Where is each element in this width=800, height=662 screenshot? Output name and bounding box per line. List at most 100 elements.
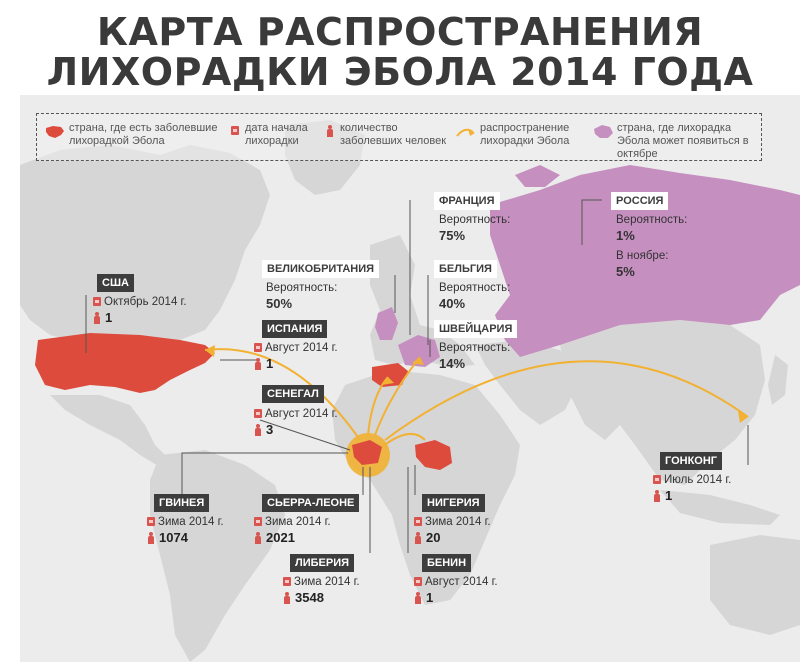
country-label-guinea: ГВИНЕЯ — [154, 494, 210, 512]
date-sierra-leone: Зима 2014 г. — [265, 516, 331, 528]
person-icon — [254, 358, 263, 370]
arrowhead-hongkong — [738, 411, 748, 423]
person-icon — [414, 532, 423, 544]
person-icon — [283, 592, 292, 604]
person-icon — [254, 424, 263, 436]
north-america-north — [20, 145, 270, 345]
australia — [710, 535, 800, 635]
date-senegal: Август 2014 г. — [265, 408, 338, 420]
count-guinea: 1074 — [159, 530, 188, 545]
calendar-icon — [254, 517, 262, 526]
page-title-line-1: КАРТА РАСПРОСТРАНЕНИЯ — [96, 10, 704, 54]
country-label-senegal: СЕНЕГАЛ — [262, 385, 324, 403]
count-spain: 1 — [266, 356, 274, 371]
spread-arrow-usa — [204, 348, 361, 441]
spread-arrow-hongkong — [384, 360, 749, 441]
connector-russia — [581, 199, 602, 245]
spread-arrow-icon — [456, 128, 475, 137]
later-label-russia: В ноябре: — [616, 250, 669, 262]
nigeria-infected-region — [415, 440, 452, 470]
usa-infected-region — [35, 333, 215, 393]
calendar-icon — [283, 577, 291, 586]
legend-start-date: дата начала лихорадки — [245, 122, 308, 147]
calendar-icon — [414, 517, 422, 526]
date-hongkong: Июль 2014 г. — [664, 474, 732, 486]
country-label-france: ФРАНЦИЯ — [434, 192, 500, 210]
arrow-heads — [205, 345, 748, 423]
country-info-guinea: Зима 2014 г. 1074 — [147, 514, 224, 547]
country-label-sierra-leone: СЬЕРРА-ЛЕОНЕ — [262, 494, 360, 512]
calendar-icon — [93, 297, 101, 306]
spread-arrow-spain — [367, 376, 389, 436]
indonesia — [660, 490, 780, 525]
legend-spread: распространение лихорадки Эбола — [480, 122, 570, 147]
infected-country-icon — [46, 126, 64, 138]
date-nigeria: Зима 2014 г. — [425, 516, 491, 528]
calendar-icon — [414, 577, 422, 586]
central-america — [50, 395, 170, 467]
prob-switzerland: 14% — [439, 356, 466, 371]
person-icon — [93, 312, 102, 324]
date-liberia: Зима 2014 г. — [294, 576, 360, 588]
count-nigeria: 20 — [426, 530, 441, 545]
country-label-benin: БЕНИН — [422, 554, 472, 572]
later-prob-russia: 5% — [616, 264, 635, 279]
prob-france: 75% — [439, 228, 466, 243]
europe-west — [370, 235, 475, 367]
date-guinea: Зима 2014 г. — [158, 516, 224, 528]
risk-country-icon — [594, 125, 613, 138]
person-icon — [653, 490, 662, 502]
spain-infected-region — [372, 363, 408, 387]
uk-risk-region — [375, 307, 398, 340]
country-info-benin: Август 2014 г. 1 — [414, 574, 498, 607]
country-info-sierra-leone: Зима 2014 г. 2021 — [254, 514, 331, 547]
count-senegal: 3 — [266, 422, 274, 437]
country-label-usa: США — [97, 274, 134, 292]
country-label-liberia: ЛИБЕРИЯ — [290, 554, 355, 572]
person-icon — [326, 125, 335, 137]
south-america — [150, 450, 285, 662]
prob-belgium: 40% — [439, 296, 466, 311]
russia-risk-region — [490, 165, 800, 357]
russia-islands — [515, 165, 560, 187]
country-label-belgium: БЕЛЬГИЯ — [434, 260, 497, 278]
country-info-switzerland: Вероятность: 14% — [439, 340, 510, 372]
count-sierra-leone: 2021 — [266, 530, 295, 545]
country-label-uk: ВЕЛИКОБРИТАНИЯ — [262, 260, 380, 278]
world-map — [20, 95, 800, 662]
middle-east — [475, 340, 580, 425]
arrowhead-spain — [382, 377, 394, 385]
prob-label-belgium: Вероятность: — [439, 282, 511, 294]
calendar-icon — [254, 343, 262, 352]
spread-arrow-nigeria — [381, 432, 426, 448]
country-info-uk: Вероятность: 50% — [266, 280, 337, 312]
person-icon — [254, 532, 263, 544]
calendar-icon — [231, 126, 239, 135]
prob-uk: 50% — [266, 296, 293, 311]
count-liberia: 3548 — [295, 590, 324, 605]
country-label-nigeria: НИГЕРИЯ — [422, 494, 485, 512]
arrowhead-france — [412, 357, 424, 365]
calendar-icon — [147, 517, 155, 526]
country-info-belgium: Вероятность: 40% — [439, 280, 510, 312]
africa — [332, 370, 520, 605]
country-label-spain: ИСПАНИЯ — [262, 320, 328, 338]
country-label-russia: РОССИЯ — [611, 192, 669, 210]
calendar-icon — [254, 409, 262, 418]
prob-label-russia: Вероятность: — [616, 214, 688, 226]
prob-label-switzerland: Вероятность: — [439, 342, 511, 354]
date-usa: Октябрь 2014 г. — [104, 296, 187, 308]
date-spain: Август 2014 г. — [265, 342, 338, 354]
count-usa: 1 — [105, 310, 113, 325]
date-benin: Август 2014 г. — [425, 576, 498, 588]
spread-arrow-france — [374, 356, 421, 436]
asia-south — [560, 320, 765, 485]
west-africa-infected-region — [352, 440, 382, 465]
arrowhead-usa — [205, 345, 215, 357]
spread-arrows — [204, 348, 749, 448]
prob-label-france: Вероятность: — [439, 214, 511, 226]
legend-infected-count: количество заболевших человек — [340, 122, 447, 147]
country-info-usa: Октябрь 2014 г. 1 — [93, 294, 187, 327]
country-info-senegal: Август 2014 г. 3 — [254, 406, 338, 439]
russia-islands-2 — [580, 173, 620, 193]
